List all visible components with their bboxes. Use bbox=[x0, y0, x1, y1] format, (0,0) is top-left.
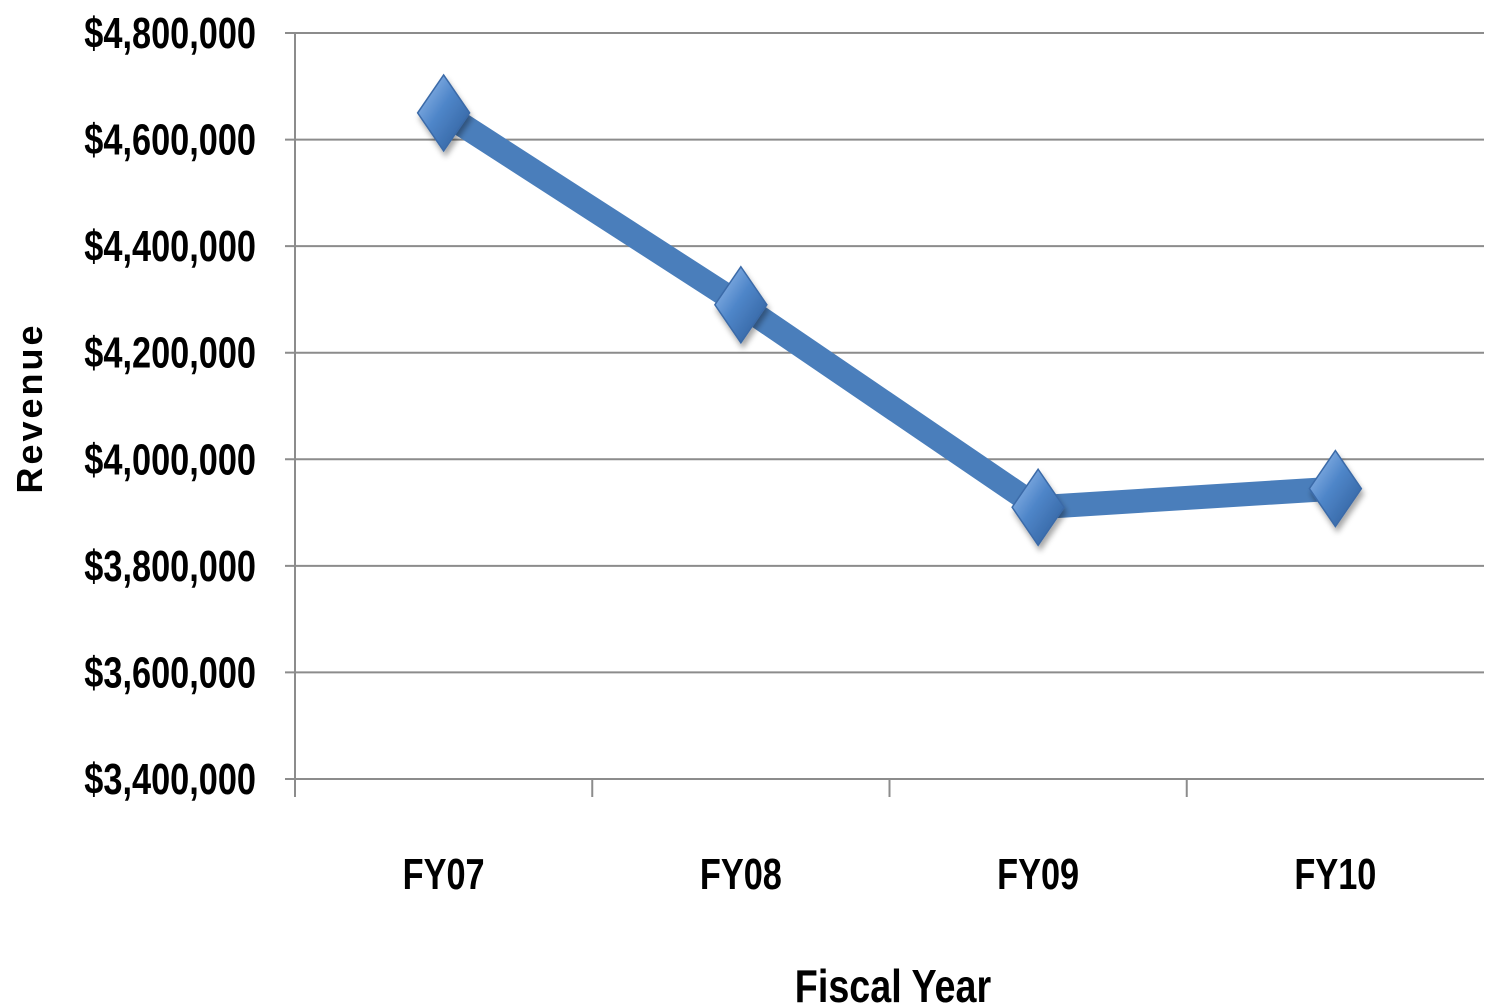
data-point-marker bbox=[416, 73, 471, 153]
y-tick-label: $3,400,000 bbox=[84, 755, 256, 804]
axes bbox=[294, 33, 1188, 797]
data-point-marker bbox=[1011, 467, 1066, 547]
y-axis-tick-labels: $3,400,000 $3,600,000 $3,800,000 $4,000,000… bbox=[84, 9, 256, 804]
x-tick-label: FY08 bbox=[700, 850, 782, 899]
x-axis-tick-labels: FY07 FY08 FY09 FY10 bbox=[403, 850, 1377, 899]
series-revenue bbox=[416, 73, 1363, 547]
y-tick-label: $4,800,000 bbox=[84, 9, 256, 58]
x-tick-label: FY09 bbox=[997, 850, 1079, 899]
x-tick-label: FY10 bbox=[1294, 850, 1376, 899]
data-point-marker bbox=[1308, 449, 1363, 528]
y-tick-label: $4,600,000 bbox=[84, 116, 256, 165]
series-line bbox=[431, 100, 1348, 520]
y-tick-label: $4,000,000 bbox=[84, 435, 256, 484]
y-tick-label: $4,200,000 bbox=[84, 329, 256, 378]
y-tick-label: $4,400,000 bbox=[84, 222, 256, 271]
y-tick-label: $3,600,000 bbox=[84, 648, 256, 697]
y-axis-title: Revenue bbox=[9, 322, 50, 493]
x-tick-label: FY07 bbox=[403, 850, 485, 899]
y-tick-label: $3,800,000 bbox=[84, 542, 256, 591]
data-point-marker bbox=[713, 265, 768, 345]
x-axis-title: Fiscal Year bbox=[795, 960, 991, 1008]
